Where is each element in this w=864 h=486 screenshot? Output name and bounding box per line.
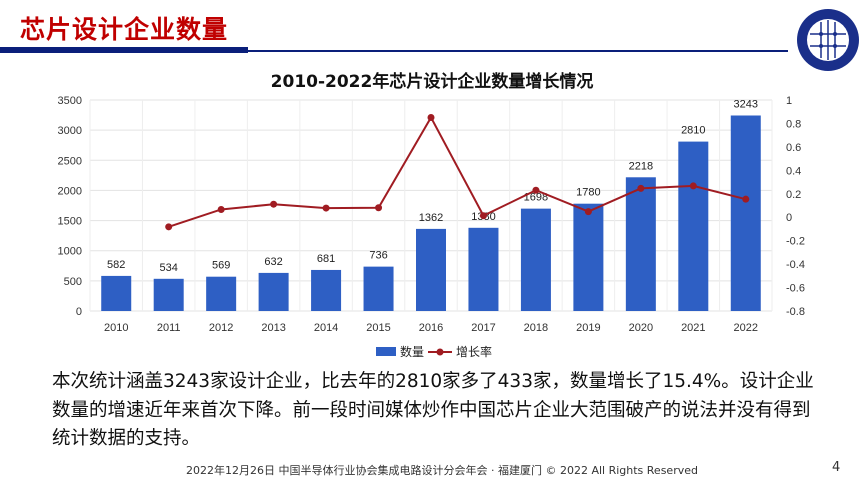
y-right-tick-label: -0.4: [786, 259, 805, 271]
x-tick-label: 2016: [419, 322, 443, 334]
x-tick-label: 2015: [366, 322, 390, 334]
bar: [573, 203, 604, 311]
growth-rate-line: [168, 115, 747, 228]
y-right-tick-label: -0.6: [786, 283, 805, 295]
bar-data-label: 534: [160, 262, 178, 274]
bar-data-label: 1698: [524, 192, 548, 204]
bar: [730, 115, 761, 311]
bar: [468, 227, 499, 311]
bar: [520, 208, 551, 311]
y-left-tick-label: 1500: [58, 216, 82, 228]
x-tick-label: 2018: [524, 322, 548, 334]
legend-bar-label: 数量: [400, 344, 424, 359]
growth-rate-point: [742, 195, 750, 203]
y-right-tick-label: -0.8: [786, 306, 805, 318]
growth-rate-point: [165, 223, 173, 231]
chart: 2010-2022年芯片设计企业数量增长情况 0 500 1000 1500 2000 25…: [58, 71, 805, 359]
legend-line-marker: [436, 348, 444, 356]
y-left-tick-label: 0: [76, 306, 82, 318]
growth-rate-point: [427, 113, 435, 121]
summary-paragraph: 本次统计涵盖3243家设计企业，比去年的2810家多了433家，数量增长了15.…: [52, 371, 814, 449]
bar-data-label: 2218: [629, 160, 653, 172]
bar-data-label: 681: [317, 253, 335, 265]
x-tick-label: 2014: [314, 322, 338, 334]
footer-text: 2022年12月26日 中国半导体行业协会集成电路设计分会年会 · 福建厦门 ©…: [186, 464, 698, 477]
bar: [363, 266, 394, 311]
bar: [416, 228, 446, 311]
growth-rate-point: [584, 208, 592, 216]
y-left-tick-label: 3500: [58, 95, 82, 107]
x-tick-label: 2020: [629, 322, 653, 334]
growth-rate-point: [637, 184, 645, 192]
x-tick-label: 2021: [681, 322, 705, 334]
x-tick-label: 2011: [157, 322, 181, 334]
bar-data-label: 2810: [681, 125, 705, 137]
bar-data-label: 1362: [419, 212, 443, 224]
bar: [258, 272, 289, 311]
x-tick-label: 2019: [576, 322, 600, 334]
bar-data-label: 582: [107, 259, 125, 271]
growth-rate-point: [532, 186, 540, 194]
x-tick-label: 2012: [209, 322, 233, 334]
legend-bar-swatch: [376, 347, 396, 356]
x-tick-label: 2013: [261, 322, 285, 334]
bar-data-label: 569: [212, 260, 230, 272]
y-right-tick-label: 0.4: [786, 165, 801, 177]
y-left-tick-label: 1000: [58, 246, 82, 258]
bar-data-label: 632: [264, 256, 282, 268]
bar: [678, 141, 709, 311]
bar-data-label: 3243: [734, 98, 758, 110]
y-left-tick-label: 500: [64, 276, 82, 288]
y-right-tick-label: 1: [786, 95, 792, 107]
bar: [153, 278, 184, 311]
slide-title: 芯片设计企业数量: [20, 15, 229, 44]
title-underline-thick: [0, 47, 248, 53]
growth-rate-point: [375, 204, 383, 212]
bar: [625, 177, 656, 311]
chart-title: 2010-2022年芯片设计企业数量增长情况: [271, 71, 594, 92]
y-left-tick-label: 3000: [58, 125, 82, 137]
y-right-tick-label: 0: [786, 212, 792, 224]
growth-rate-point: [322, 204, 330, 212]
growth-rate-point: [689, 182, 697, 190]
iccad-logo: [797, 9, 859, 71]
y-right-tick-label: 0.6: [786, 142, 801, 154]
title-underline-thin: [248, 50, 788, 52]
bar: [206, 276, 237, 311]
bar: [311, 269, 342, 311]
x-tick-label: 2010: [104, 322, 128, 334]
x-tick-label: 2017: [471, 322, 495, 334]
x-tick-label: 2022: [734, 322, 758, 334]
bar: [101, 275, 132, 311]
legend-line-label: 增长率: [456, 344, 492, 359]
growth-rate-point: [270, 200, 278, 208]
y-right-tick-label: -0.2: [786, 236, 805, 248]
page-number: 4: [832, 460, 841, 475]
bar-data-label: 736: [369, 250, 387, 262]
y-left-tick-label: 2500: [58, 155, 82, 167]
y-right-tick-label: 0.2: [786, 189, 801, 201]
y-right-tick-label: 0.8: [786, 118, 801, 130]
bar-data-label: 1780: [576, 187, 600, 199]
growth-rate-point: [217, 205, 225, 213]
growth-rate-point: [479, 212, 487, 220]
y-left-tick-label: 2000: [58, 185, 82, 197]
